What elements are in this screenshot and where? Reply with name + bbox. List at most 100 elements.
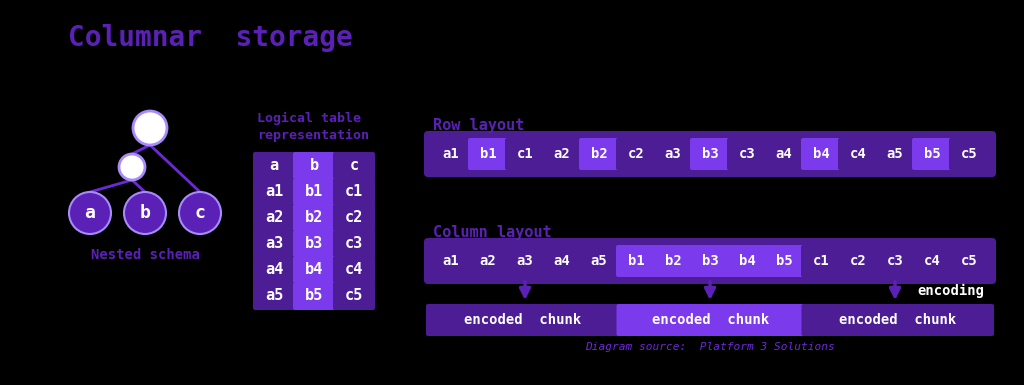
Text: a3: a3 xyxy=(517,254,534,268)
Text: a2: a2 xyxy=(479,254,497,268)
Text: b3: b3 xyxy=(701,254,719,268)
FancyBboxPatch shape xyxy=(253,282,295,310)
FancyBboxPatch shape xyxy=(727,138,767,170)
Text: c1: c1 xyxy=(813,254,829,268)
FancyBboxPatch shape xyxy=(801,138,841,170)
FancyBboxPatch shape xyxy=(333,230,375,258)
FancyBboxPatch shape xyxy=(579,245,618,277)
Text: c4: c4 xyxy=(850,147,866,161)
FancyBboxPatch shape xyxy=(838,138,878,170)
Text: b1: b1 xyxy=(305,184,324,199)
FancyBboxPatch shape xyxy=(949,138,989,170)
FancyBboxPatch shape xyxy=(727,245,767,277)
Text: b: b xyxy=(139,204,151,222)
Text: b4: b4 xyxy=(813,147,829,161)
FancyBboxPatch shape xyxy=(468,138,508,170)
FancyBboxPatch shape xyxy=(468,245,508,277)
Text: b1: b1 xyxy=(479,147,497,161)
FancyBboxPatch shape xyxy=(764,138,804,170)
FancyBboxPatch shape xyxy=(253,204,295,232)
FancyBboxPatch shape xyxy=(616,245,656,277)
Text: c5: c5 xyxy=(345,288,364,303)
FancyBboxPatch shape xyxy=(293,204,335,232)
FancyBboxPatch shape xyxy=(253,178,295,206)
FancyBboxPatch shape xyxy=(333,178,375,206)
FancyBboxPatch shape xyxy=(293,282,335,310)
Text: a3: a3 xyxy=(265,236,283,251)
Text: b2: b2 xyxy=(665,254,681,268)
Text: b2: b2 xyxy=(591,147,607,161)
Text: Logical table
representation: Logical table representation xyxy=(257,112,369,142)
FancyBboxPatch shape xyxy=(801,245,841,277)
Text: b1: b1 xyxy=(628,254,644,268)
FancyBboxPatch shape xyxy=(505,138,545,170)
Text: a1: a1 xyxy=(442,147,460,161)
Text: b3: b3 xyxy=(701,147,719,161)
FancyBboxPatch shape xyxy=(426,304,620,336)
Text: a4: a4 xyxy=(554,254,570,268)
Text: a4: a4 xyxy=(775,147,793,161)
Circle shape xyxy=(179,192,221,234)
Text: encoded  chunk: encoded chunk xyxy=(464,313,582,327)
Text: encoded  chunk: encoded chunk xyxy=(652,313,769,327)
FancyBboxPatch shape xyxy=(253,256,295,284)
Circle shape xyxy=(119,154,145,180)
FancyBboxPatch shape xyxy=(505,245,545,277)
FancyBboxPatch shape xyxy=(579,138,618,170)
Text: b5: b5 xyxy=(924,147,940,161)
Text: a2: a2 xyxy=(265,211,283,226)
Text: b3: b3 xyxy=(305,236,324,251)
Text: Column layout: Column layout xyxy=(433,225,552,240)
Circle shape xyxy=(124,192,166,234)
FancyBboxPatch shape xyxy=(424,238,996,284)
FancyBboxPatch shape xyxy=(802,304,994,336)
Text: a: a xyxy=(269,159,279,174)
FancyBboxPatch shape xyxy=(838,245,878,277)
Text: a1: a1 xyxy=(442,254,460,268)
Text: c1: c1 xyxy=(345,184,364,199)
Text: Columnar  storage: Columnar storage xyxy=(68,24,352,52)
Text: encoding: encoding xyxy=(918,284,984,298)
FancyBboxPatch shape xyxy=(912,245,952,277)
FancyBboxPatch shape xyxy=(653,245,693,277)
Text: c5: c5 xyxy=(961,254,977,268)
Text: b5: b5 xyxy=(775,254,793,268)
Text: a3: a3 xyxy=(665,147,681,161)
Text: b2: b2 xyxy=(305,211,324,226)
FancyBboxPatch shape xyxy=(253,152,295,180)
Text: c: c xyxy=(195,204,206,222)
Text: c5: c5 xyxy=(961,147,977,161)
Text: c2: c2 xyxy=(628,147,644,161)
FancyBboxPatch shape xyxy=(333,204,375,232)
Text: c2: c2 xyxy=(850,254,866,268)
FancyBboxPatch shape xyxy=(333,256,375,284)
FancyBboxPatch shape xyxy=(431,138,471,170)
FancyBboxPatch shape xyxy=(653,138,693,170)
FancyBboxPatch shape xyxy=(690,138,730,170)
Text: encoded  chunk: encoded chunk xyxy=(839,313,956,327)
Text: Diagram source:  Platform 3 Solutions: Diagram source: Platform 3 Solutions xyxy=(585,342,835,352)
Text: c3: c3 xyxy=(345,236,364,251)
Circle shape xyxy=(133,111,167,145)
Text: a4: a4 xyxy=(265,263,283,278)
FancyBboxPatch shape xyxy=(333,152,375,180)
Text: b4: b4 xyxy=(305,263,324,278)
FancyBboxPatch shape xyxy=(912,138,952,170)
FancyBboxPatch shape xyxy=(293,230,335,258)
FancyBboxPatch shape xyxy=(949,245,989,277)
Circle shape xyxy=(69,192,111,234)
FancyBboxPatch shape xyxy=(874,245,915,277)
Text: b4: b4 xyxy=(738,254,756,268)
Text: c3: c3 xyxy=(887,254,903,268)
FancyBboxPatch shape xyxy=(293,178,335,206)
Text: a: a xyxy=(85,204,95,222)
FancyBboxPatch shape xyxy=(874,138,915,170)
FancyBboxPatch shape xyxy=(424,131,996,177)
FancyBboxPatch shape xyxy=(616,304,805,336)
Text: Nested schema: Nested schema xyxy=(90,248,200,262)
FancyBboxPatch shape xyxy=(293,256,335,284)
Text: c4: c4 xyxy=(345,263,364,278)
FancyBboxPatch shape xyxy=(293,152,335,180)
Text: a1: a1 xyxy=(265,184,283,199)
Text: c: c xyxy=(349,159,358,174)
